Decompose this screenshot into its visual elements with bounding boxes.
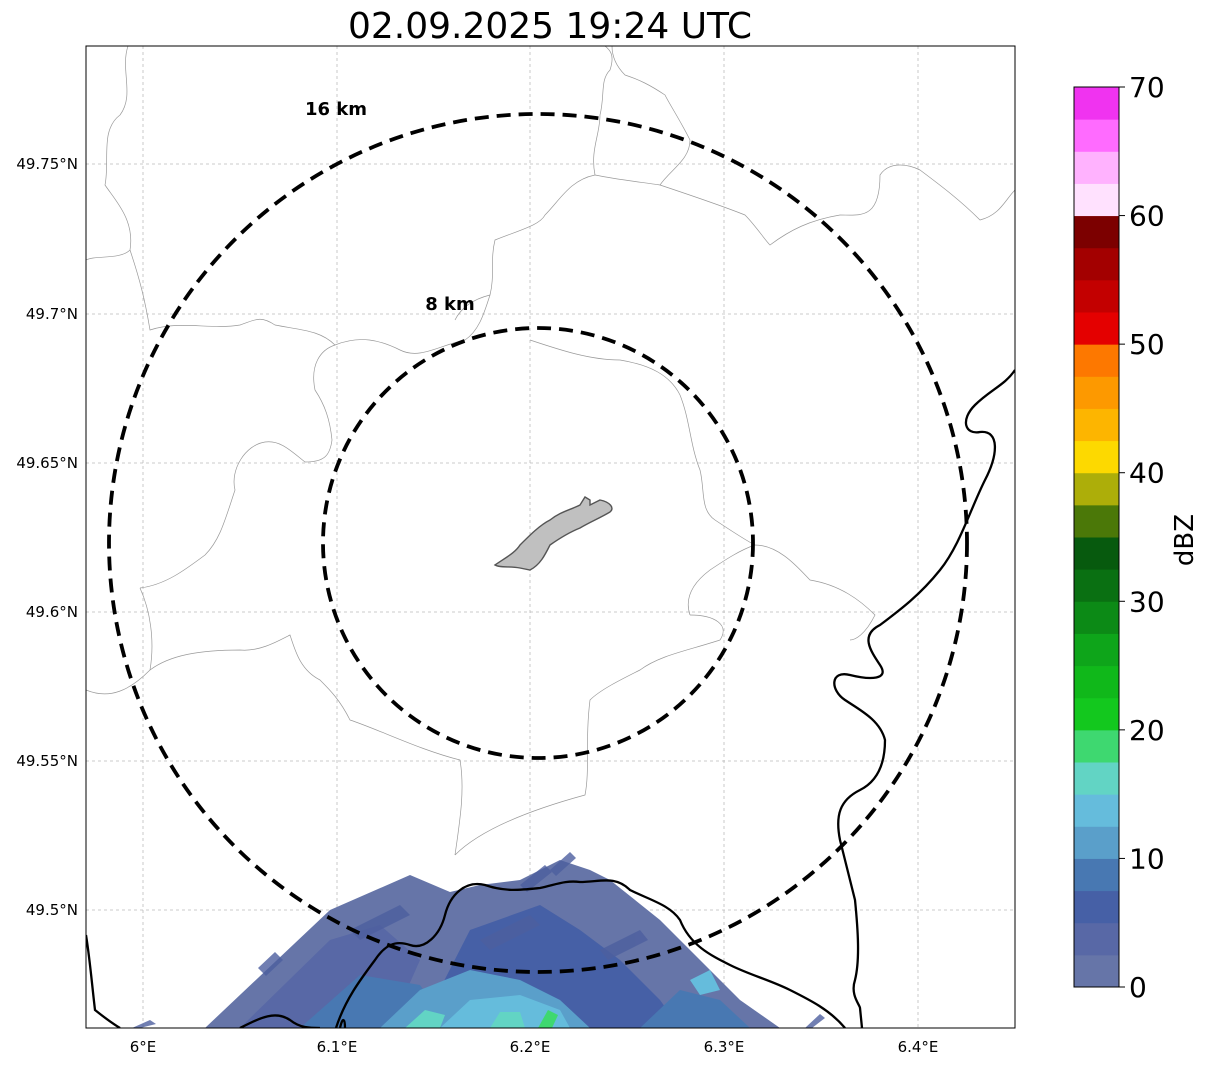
y-tick-label: 49.7°N [26, 305, 78, 323]
colorbar-swatch [1074, 858, 1119, 892]
x-tick-label: 6°E [130, 1038, 157, 1056]
figure-title: 02.09.2025 19:24 UTC [348, 6, 752, 47]
colorbar-swatch [1074, 922, 1119, 956]
colorbar-swatch [1074, 472, 1119, 506]
x-tick-label: 6.4°E [898, 1038, 939, 1056]
colorbar-tick-label: 0 [1129, 971, 1147, 1004]
ring-label-8km: 8 km [425, 294, 475, 315]
colorbar-swatch [1074, 504, 1119, 538]
colorbar-swatch [1074, 954, 1119, 988]
x-tick-label: 6.3°E [704, 1038, 745, 1056]
colorbar-swatch [1074, 569, 1119, 602]
colorbar-tick-label: 70 [1129, 71, 1165, 104]
colorbar-swatch [1074, 762, 1119, 795]
colorbar-tick-label: 60 [1129, 200, 1165, 233]
colorbar-swatch [1074, 537, 1119, 570]
echo-streaks [132, 852, 825, 1028]
range-ring-16km [107, 112, 969, 974]
x-tick-label: 6.2°E [510, 1038, 551, 1056]
colorbar-swatch [1074, 633, 1119, 667]
range-ring-8km [321, 326, 755, 760]
colorbar-swatch [1074, 697, 1119, 731]
colorbar-swatch [1074, 279, 1119, 313]
colorbar-swatch [1074, 151, 1119, 184]
colorbar-swatch [1074, 183, 1119, 217]
colorbar-swatch [1074, 87, 1119, 120]
colorbar-swatch [1074, 312, 1119, 345]
colorbar-swatch [1074, 890, 1119, 924]
colorbar-swatch [1074, 794, 1119, 827]
y-axis-labels: 49.75°N 49.7°N 49.65°N 49.6°N 49.55°N 49… [16, 155, 78, 919]
range-rings [107, 112, 969, 974]
colorbar-ticks: 0 10 20 30 40 50 60 70 [1119, 71, 1165, 1004]
municipal-boundaries [86, 46, 1015, 856]
x-axis-labels: 6°E 6.1°E 6.2°E 6.3°E 6.4°E [130, 1038, 939, 1056]
colorbar-swatches [1074, 87, 1119, 988]
colorbar-tick-label: 40 [1129, 457, 1165, 490]
colorbar-swatch [1074, 440, 1119, 474]
y-tick-label: 49.55°N [16, 752, 78, 770]
colorbar-swatch [1074, 376, 1119, 409]
colorbar: 0 10 20 30 40 50 60 70 dBZ [1073, 71, 1200, 1004]
colorbar-swatch [1074, 119, 1119, 152]
map-frame [85, 45, 1016, 1029]
colorbar-frame [1073, 86, 1120, 988]
colorbar-swatch [1074, 408, 1119, 442]
colorbar-swatch [1074, 344, 1119, 377]
y-tick-label: 49.5°N [26, 901, 78, 919]
radar-echoes [132, 852, 825, 1028]
colorbar-swatch [1074, 247, 1119, 281]
colorbar-label: dBZ [1170, 514, 1200, 566]
x-tick-label: 6.1°E [317, 1038, 358, 1056]
echo-bands [240, 905, 750, 1028]
colorbar-tick-label: 50 [1129, 328, 1165, 361]
y-tick-label: 49.65°N [16, 454, 78, 472]
colorbar-tick-label: 30 [1129, 585, 1165, 618]
map-area: 16 km 8 km [86, 46, 1015, 1028]
colorbar-swatch [1074, 601, 1119, 634]
colorbar-swatch [1074, 729, 1119, 763]
city-outline [493, 496, 613, 571]
colorbar-tick-label: 20 [1129, 714, 1165, 747]
y-tick-label: 49.75°N [16, 155, 78, 173]
colorbar-tick-label: 10 [1129, 842, 1165, 875]
colorbar-swatch [1074, 215, 1119, 249]
colorbar-swatch [1074, 826, 1119, 859]
colorbar-swatch [1074, 665, 1119, 699]
ring-label-16km: 16 km [305, 99, 367, 120]
y-tick-label: 49.6°N [26, 603, 78, 621]
